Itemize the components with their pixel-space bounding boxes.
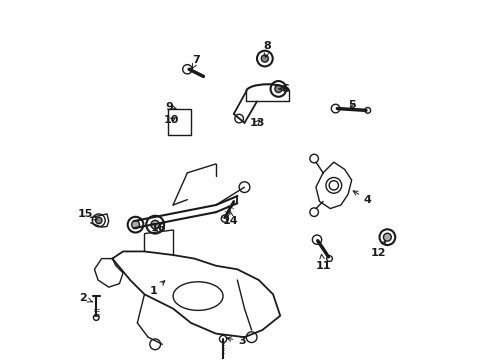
Circle shape xyxy=(274,85,282,93)
Circle shape xyxy=(261,55,268,62)
Text: 5: 5 xyxy=(347,100,355,110)
Circle shape xyxy=(383,233,390,241)
Text: 8: 8 xyxy=(264,41,271,58)
Circle shape xyxy=(92,214,105,227)
Text: 9: 9 xyxy=(165,102,176,112)
Circle shape xyxy=(246,332,257,342)
Text: 12: 12 xyxy=(370,240,386,258)
Circle shape xyxy=(95,217,102,224)
Text: 7: 7 xyxy=(192,55,200,68)
Text: 13: 13 xyxy=(249,118,264,128)
Text: 14: 14 xyxy=(223,211,238,226)
Text: 6: 6 xyxy=(278,84,289,94)
Text: 15: 15 xyxy=(78,209,97,220)
Circle shape xyxy=(328,181,338,190)
Circle shape xyxy=(379,229,394,245)
Circle shape xyxy=(239,182,249,193)
Circle shape xyxy=(131,221,139,229)
Text: 2: 2 xyxy=(79,293,92,303)
Circle shape xyxy=(331,104,339,113)
Circle shape xyxy=(221,215,228,222)
Circle shape xyxy=(151,220,159,229)
Bar xyxy=(167,109,190,135)
Circle shape xyxy=(325,177,341,193)
Circle shape xyxy=(270,81,285,97)
Text: 1: 1 xyxy=(149,281,164,296)
Text: 11: 11 xyxy=(315,254,330,271)
Circle shape xyxy=(146,216,164,234)
Circle shape xyxy=(183,64,192,74)
Text: 4: 4 xyxy=(352,191,371,204)
Circle shape xyxy=(312,235,321,244)
Circle shape xyxy=(257,51,272,66)
Circle shape xyxy=(149,339,160,350)
Circle shape xyxy=(127,217,143,233)
Polygon shape xyxy=(91,214,108,227)
Circle shape xyxy=(309,154,318,163)
Circle shape xyxy=(219,336,226,342)
Text: 16: 16 xyxy=(151,223,166,233)
Circle shape xyxy=(234,114,243,123)
Text: 3: 3 xyxy=(226,337,245,346)
Circle shape xyxy=(309,208,318,216)
Text: 10: 10 xyxy=(163,115,179,125)
